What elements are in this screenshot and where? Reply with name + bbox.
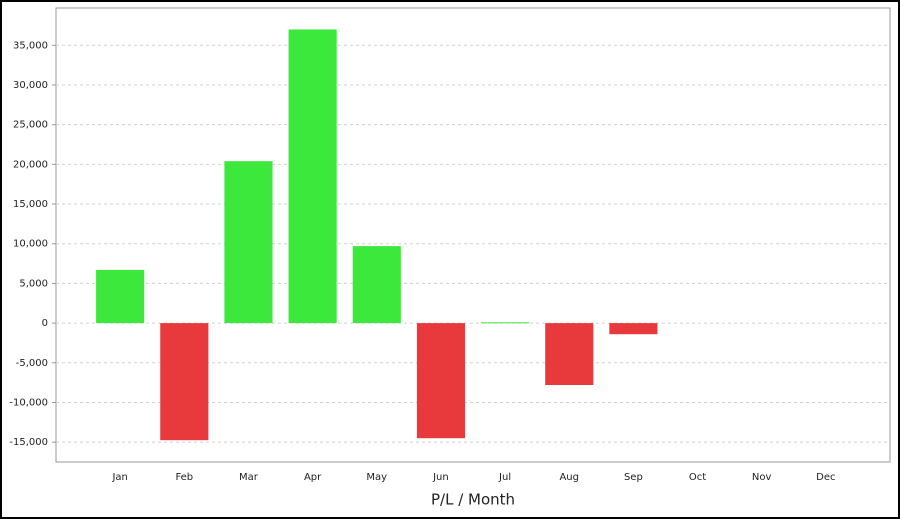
bar: [545, 323, 594, 386]
bar: [609, 323, 658, 335]
x-tick-label: May: [366, 472, 387, 483]
x-tick-label: Sep: [624, 472, 643, 483]
y-tick-label: -15,000: [9, 437, 48, 448]
x-tick-label: Jan: [111, 472, 127, 483]
bar: [224, 161, 273, 324]
y-tick-label: 30,000: [13, 80, 48, 91]
x-tick-label: Oct: [689, 472, 706, 483]
bar: [160, 323, 209, 441]
bar: [481, 322, 530, 324]
x-tick-label: Aug: [559, 472, 579, 483]
x-tick-label: Jun: [432, 472, 449, 483]
x-tick-label: Jul: [498, 472, 511, 483]
y-tick-label: -5,000: [16, 358, 48, 369]
y-tick-label: 15,000: [13, 199, 48, 210]
y-tick-label: 10,000: [13, 239, 48, 250]
x-tick-label: Feb: [175, 472, 193, 483]
y-tick-label: 25,000: [13, 120, 48, 131]
x-tick-label: Apr: [304, 472, 322, 483]
bar: [416, 323, 465, 439]
y-tick-label: -10,000: [9, 397, 48, 408]
plot-area: [55, 7, 891, 463]
x-axis-title: P/L / Month: [431, 491, 515, 509]
bar: [352, 246, 401, 324]
y-tick-label: 35,000: [13, 40, 48, 51]
y-tick-label: 5,000: [19, 278, 48, 289]
y-tick-label: 0: [42, 318, 48, 329]
bar: [288, 29, 337, 324]
bar: [96, 269, 145, 324]
x-tick-label: Nov: [752, 472, 772, 483]
x-tick-label: Mar: [239, 472, 259, 483]
x-tick-label: Dec: [816, 472, 835, 483]
y-tick-label: 20,000: [13, 159, 48, 170]
